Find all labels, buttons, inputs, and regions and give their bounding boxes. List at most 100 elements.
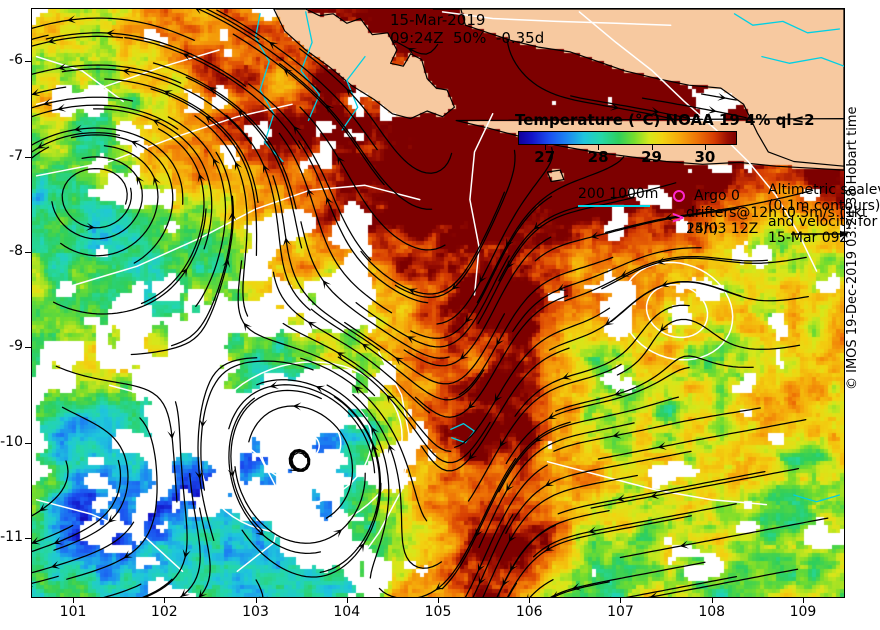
streamline-71	[300, 357, 428, 522]
velocity-arrowhead	[130, 140, 141, 149]
velocity-arrowhead	[228, 211, 237, 221]
y-tick	[25, 252, 31, 253]
velocity-arrowhead	[477, 562, 486, 572]
velocity-arrowhead	[73, 124, 83, 133]
velocity-arrowhead	[67, 15, 76, 24]
velocity-arrowhead	[337, 156, 346, 166]
y-tick-label: -6	[9, 52, 23, 69]
streamline-112	[550, 561, 706, 597]
velocity-arrowhead	[659, 322, 669, 332]
streamline-11	[32, 35, 124, 47]
velocity-arrowhead	[557, 283, 567, 291]
streamline-66	[299, 106, 446, 251]
map-plot-area[interactable]	[31, 8, 845, 598]
velocity-arrowhead	[588, 526, 598, 535]
streamline-28	[170, 151, 233, 347]
streamline-118	[557, 470, 766, 515]
y-tick-label: -11	[0, 528, 23, 545]
streamline-41	[234, 466, 366, 544]
velocity-scale-arrow-icon	[791, 230, 848, 238]
velocity-arrowhead	[604, 317, 615, 326]
bathymetry-contour-5	[450, 422, 476, 444]
velocity-arrowhead	[336, 352, 347, 360]
velocity-arrowhead	[325, 104, 335, 114]
velocity-arrowhead	[212, 158, 221, 168]
streamline-43	[255, 579, 264, 597]
velocity-arrowhead	[354, 386, 364, 395]
y-tick	[25, 156, 31, 158]
y-tick-label: -9	[9, 338, 23, 355]
velocity-arrowhead	[227, 468, 236, 478]
altimetry-line-1: Altimetric sealevel	[768, 182, 880, 198]
x-tick	[346, 597, 348, 603]
velocity-arrowhead	[32, 536, 41, 545]
velocity-arrowhead	[269, 381, 279, 389]
streamline-48	[225, 114, 311, 311]
velocity-arrowhead	[612, 430, 622, 439]
streamline-26	[92, 108, 213, 250]
streamline-32	[142, 578, 173, 597]
altimetry-contour-10	[578, 11, 818, 272]
streamline-15	[70, 134, 174, 264]
x-tick	[620, 597, 622, 603]
streamline-18	[66, 417, 158, 580]
altimetry-contour-13	[35, 499, 184, 573]
velocity-arrowhead	[502, 576, 511, 587]
velocity-arrowhead	[32, 88, 41, 97]
velocity-arrowhead	[234, 161, 243, 172]
velocity-arrowhead	[465, 313, 474, 323]
velocity-arrowhead	[535, 433, 545, 442]
velocity-arrowhead	[660, 279, 671, 288]
velocity-arrowhead	[395, 357, 405, 366]
velocity-arrowhead	[506, 482, 514, 492]
velocity-arrowhead	[259, 595, 268, 597]
streamline-46	[152, 62, 297, 210]
velocity-arrowhead	[496, 336, 504, 346]
y-tick	[25, 537, 31, 539]
streamline-105	[498, 182, 677, 282]
velocity-arrowhead	[322, 280, 332, 290]
streamline-93	[529, 579, 554, 597]
velocity-arrowhead	[468, 450, 478, 460]
drifter-label: drifters@12h t0.5m/s (1kt 24h)	[686, 205, 868, 237]
velocity-arrowhead	[153, 176, 161, 187]
velocity-arrowhead	[57, 63, 67, 72]
x-tick-label: 107	[607, 604, 634, 620]
altimetry-contour-2	[260, 413, 342, 482]
streamline-69	[272, 271, 431, 414]
colorbar-tick	[651, 145, 653, 150]
velocity-arrowhead	[195, 9, 201, 15]
streamline-51	[288, 448, 311, 472]
velocity-arrowhead	[136, 176, 145, 186]
velocity-arrowhead	[197, 173, 206, 183]
streamline-99	[467, 363, 622, 502]
streamline-110	[505, 450, 692, 534]
streamline-52	[248, 405, 354, 519]
streamline-114	[564, 255, 769, 302]
altimetry-contour-0	[199, 361, 403, 534]
velocity-arrowhead	[562, 372, 572, 380]
velocity-arrowhead	[510, 561, 518, 572]
streamline-8	[32, 460, 69, 517]
velocity-arrowhead	[620, 269, 630, 277]
velocity-arrowhead	[209, 87, 219, 95]
velocity-arrowhead	[406, 336, 417, 344]
velocity-arrowhead	[283, 68, 293, 78]
velocity-arrowhead	[205, 115, 215, 125]
colorbar-tick	[544, 145, 546, 150]
streamline-13	[32, 132, 121, 153]
velocity-arrowhead	[505, 237, 514, 248]
streamline-72	[352, 393, 443, 569]
streamline-119	[532, 503, 737, 558]
streamline-39	[197, 357, 258, 542]
streamline-44	[196, 9, 321, 93]
x-tick-label: 106	[515, 604, 543, 620]
streamline-108	[505, 366, 690, 465]
streamline-31	[198, 507, 211, 597]
y-tick	[25, 347, 31, 349]
streamline-128	[647, 568, 799, 597]
velocity-arrowhead	[307, 321, 317, 330]
y-tick-label: -8	[9, 243, 23, 259]
streamline-124	[616, 318, 801, 376]
velocity-arrowhead	[180, 588, 190, 597]
